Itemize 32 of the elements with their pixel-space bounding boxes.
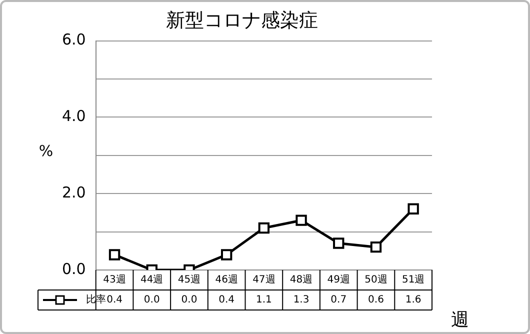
point (333, 238, 344, 249)
point (296, 214, 307, 226)
x-axis-title: 週 (451, 310, 469, 331)
x-tick-label: 47週 (252, 274, 276, 286)
point (258, 222, 270, 234)
data-label: 0.0 (181, 294, 198, 306)
y-axis-title: % (38, 142, 54, 160)
chart-title: 新型コロナ感染症 (166, 9, 318, 32)
data-label: 0.4 (218, 294, 235, 306)
x-tick-label: 48週 (290, 274, 313, 286)
x-tick-label: 43週 (103, 274, 126, 286)
y-tick-label: 0.0 (62, 260, 86, 278)
data-label: 0.7 (330, 294, 347, 306)
x-tick-label: 50週 (364, 274, 388, 286)
x-tick-label: 45週 (178, 274, 201, 286)
data-label: 0.0 (144, 294, 160, 306)
x-tick-label: 46週 (215, 274, 238, 286)
data-label: 0.6 (368, 294, 384, 306)
x-tick-label: 44週 (140, 274, 164, 286)
data-label: 1.1 (256, 294, 272, 306)
point (108, 249, 120, 260)
y-tick-label: 2.0 (62, 183, 86, 202)
x-tick-label: 49週 (327, 274, 350, 286)
point (408, 203, 419, 214)
y-tick-label: 4.0 (62, 107, 86, 126)
data-label: 1.3 (293, 294, 310, 306)
y-tick-label: 6.0 (62, 30, 86, 49)
data-label: 1.6 (405, 294, 422, 306)
data-label: 0.4 (106, 294, 122, 306)
x-tick-label: 51週 (402, 274, 425, 286)
point (370, 241, 382, 253)
point (220, 249, 232, 260)
